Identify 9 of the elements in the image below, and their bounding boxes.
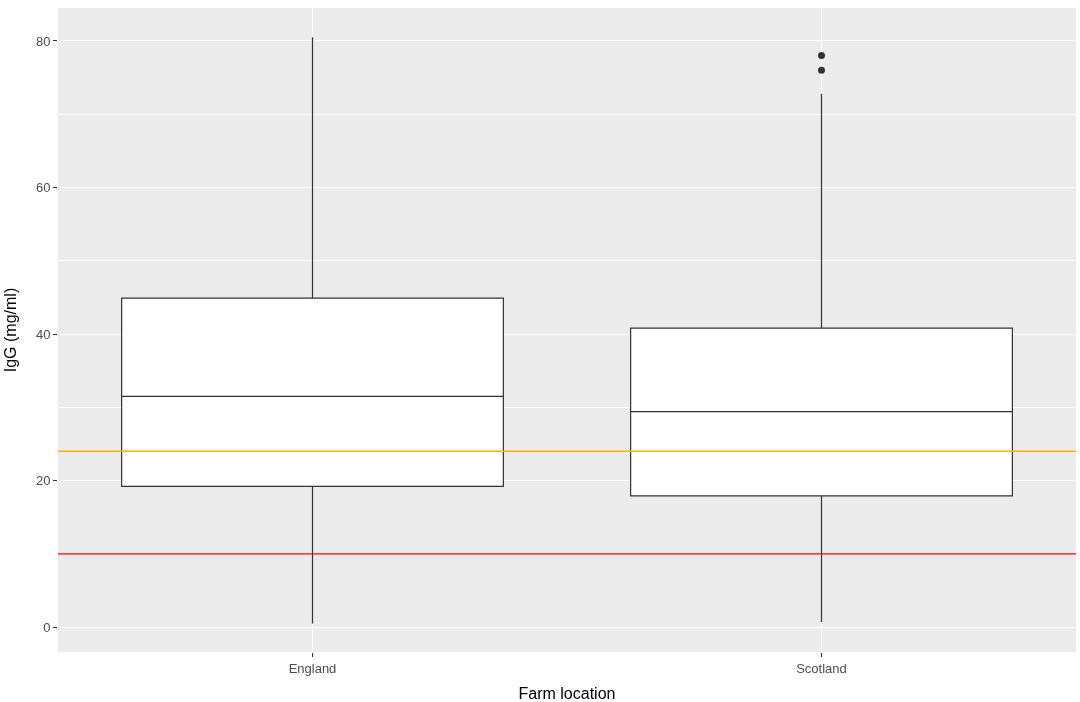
- x-tick-label: Scotland: [796, 660, 847, 676]
- x-tick-label: England: [288, 660, 337, 676]
- y-tick-label: 60: [35, 180, 51, 196]
- y-tick-label: 20: [35, 473, 51, 489]
- y-axis-title: IgG (mg/ml): [2, 287, 19, 373]
- y-tick-label: 40: [35, 326, 51, 342]
- y-tick-label: 80: [35, 33, 51, 49]
- x-axis-title: Farm location: [518, 685, 616, 702]
- y-tick-label: 0: [43, 619, 51, 635]
